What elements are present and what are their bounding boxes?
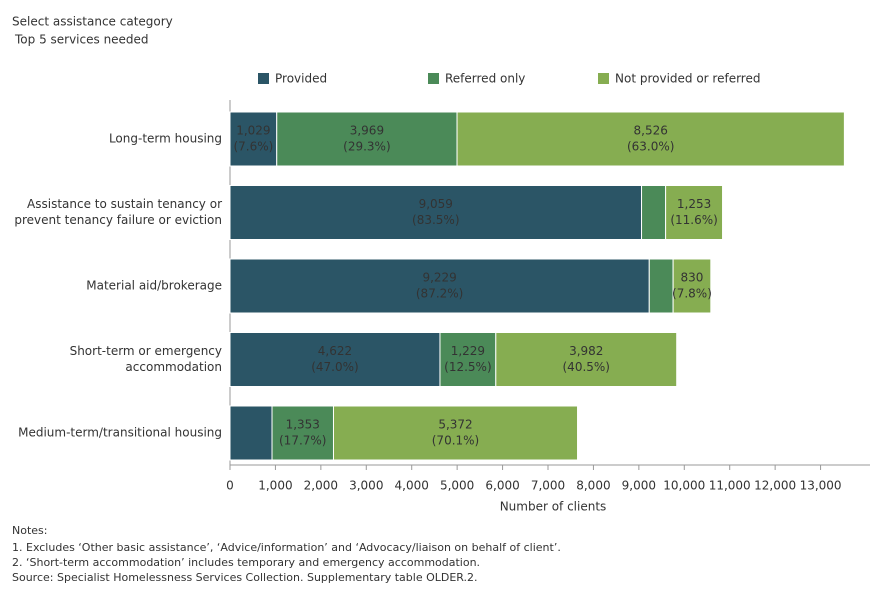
value-label: 9,229	[422, 271, 456, 285]
bar-segment	[332, 405, 579, 461]
value-label: 1,353	[286, 418, 320, 432]
x-tick-label: 13,000	[800, 479, 842, 493]
x-tick-label: 12,000	[754, 479, 796, 493]
value-label: 3,982	[569, 344, 603, 358]
bar-segment	[229, 185, 643, 240]
x-tick-label: 8,000	[576, 479, 610, 493]
x-tick-label: 9,000	[622, 479, 656, 493]
y-tick-label: Medium-term/transitional housing	[18, 426, 222, 440]
value-label: 830	[681, 271, 704, 285]
value-label: 1,229	[451, 344, 485, 358]
share-label: (47.0%)	[311, 360, 358, 374]
bar-segment	[229, 332, 441, 387]
legend-swatch	[598, 73, 609, 84]
bar-segment	[229, 111, 278, 167]
bar-segment	[271, 405, 334, 461]
share-label: (12.5%)	[444, 360, 491, 374]
y-tick-label: Assistance to sustain tenancy or	[27, 197, 222, 211]
note: 1. Excludes ‘Other basic assistance’, ‘A…	[12, 541, 561, 554]
y-tick-label: Short-term or emergency	[70, 344, 222, 358]
header-subtitle: Top 5 services needed	[14, 33, 149, 47]
x-tick-label: 1,000	[258, 479, 292, 493]
share-label: (17.7%)	[279, 434, 326, 448]
x-tick-label: 2,000	[304, 479, 338, 493]
value-label: 3,969	[350, 124, 384, 138]
bar-segment	[672, 258, 712, 314]
note: 2. ‘Short-term accommodation’ includes t…	[12, 556, 480, 569]
x-axis-title: Number of clients	[500, 500, 607, 514]
y-tick-label: accommodation	[125, 360, 222, 374]
share-label: (7.6%)	[233, 140, 273, 154]
legend-swatch	[428, 73, 439, 84]
share-label: (40.5%)	[563, 360, 610, 374]
y-tick-label: Long-term housing	[109, 132, 222, 146]
legend-swatch	[258, 73, 269, 84]
bar-segment	[276, 111, 458, 167]
x-tick-label: 5,000	[440, 479, 474, 493]
legend-label: Referred only	[445, 72, 525, 86]
bar-segment	[456, 111, 845, 167]
share-label: (63.0%)	[627, 140, 674, 154]
share-label: (70.1%)	[432, 434, 479, 448]
bar-segment	[229, 258, 650, 314]
legend-label: Provided	[275, 72, 327, 86]
x-tick-label: 4,000	[395, 479, 429, 493]
bar-segment	[439, 332, 497, 387]
share-label: (7.8%)	[672, 287, 712, 301]
header-title: Select assistance category	[12, 15, 173, 29]
share-label: (83.5%)	[412, 213, 459, 227]
x-tick-label: 0	[226, 479, 234, 493]
legend-label: Not provided or referred	[615, 72, 760, 86]
bar-segment	[648, 258, 674, 314]
value-label: 4,622	[318, 344, 352, 358]
value-label: 1,029	[236, 124, 270, 138]
y-tick-label: prevent tenancy failure or eviction	[14, 213, 222, 227]
share-label: (29.3%)	[343, 140, 390, 154]
note: Source: Specialist Homelessness Services…	[12, 571, 478, 584]
x-tick-label: 11,000	[709, 479, 751, 493]
bar-segment	[665, 185, 724, 240]
bar-segment	[229, 405, 273, 461]
bar-segment	[641, 185, 667, 240]
note: Notes:	[12, 524, 47, 537]
value-label: 5,372	[438, 418, 472, 432]
value-label: 9,059	[419, 197, 453, 211]
x-tick-label: 7,000	[531, 479, 565, 493]
y-tick-label: Material aid/brokerage	[86, 279, 222, 293]
share-label: (11.6%)	[670, 213, 717, 227]
x-tick-label: 6,000	[485, 479, 519, 493]
x-tick-label: 10,000	[663, 479, 705, 493]
share-label: (87.2%)	[416, 287, 463, 301]
value-label: 1,253	[677, 197, 711, 211]
value-label: 8,526	[634, 124, 668, 138]
bar-segment	[495, 332, 678, 387]
x-tick-label: 3,000	[349, 479, 383, 493]
